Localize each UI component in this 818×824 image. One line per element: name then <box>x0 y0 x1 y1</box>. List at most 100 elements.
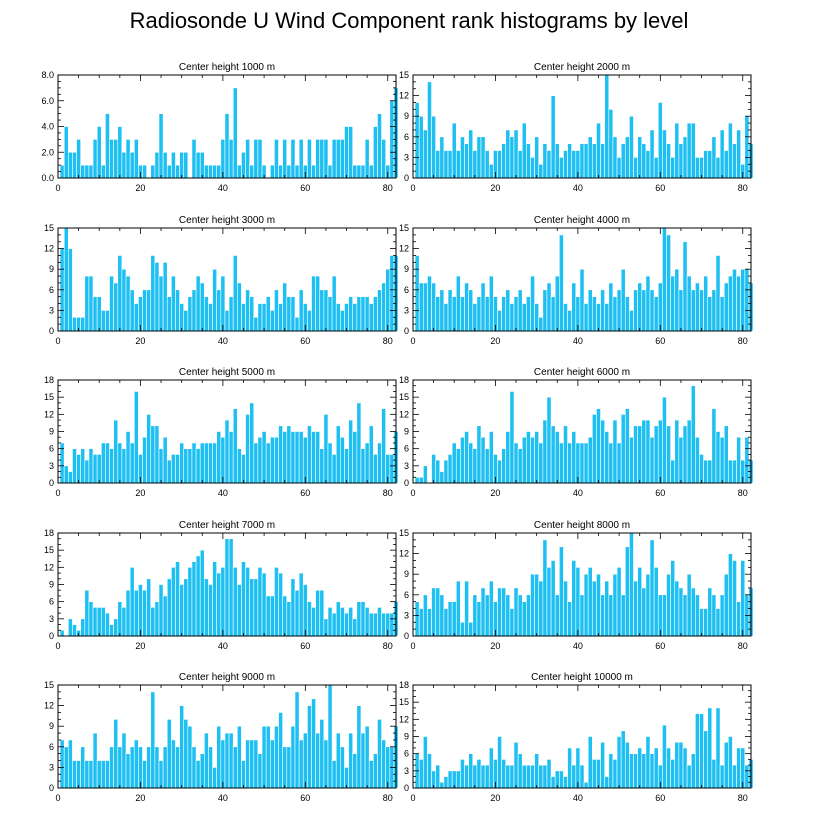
histogram-bar <box>237 725 242 789</box>
x-tick-label: 0 <box>410 488 415 498</box>
y-tick-label: 3 <box>404 152 409 162</box>
y-tick-label: 9 <box>404 427 409 437</box>
histogram-bar <box>340 746 345 789</box>
histogram-bar <box>269 739 275 789</box>
histogram-bar <box>282 282 288 332</box>
histogram-bar <box>278 712 283 789</box>
histogram-bar <box>257 139 263 179</box>
histogram-bar <box>476 136 482 179</box>
histogram-bar <box>245 567 250 637</box>
histogram-bar <box>335 425 341 484</box>
x-tick-label: 60 <box>300 488 310 498</box>
histogram-panel: Center height 9000 m 0 20 40 60 80 0 3 6 9 12 15 <box>44 672 399 803</box>
histogram-bar <box>298 572 304 637</box>
histogram-bar <box>447 289 453 332</box>
histogram-panel: Center height 7000 m 0 20 40 60 80 0 3 6 9 12 15 18 <box>44 520 399 651</box>
histogram-bar <box>315 431 321 484</box>
x-tick-label: 0 <box>55 641 60 651</box>
histogram-bar <box>736 747 741 789</box>
histogram-bar <box>596 122 601 179</box>
histogram-bar <box>575 442 581 484</box>
histogram-bar <box>624 296 630 332</box>
histogram-bar <box>670 759 676 789</box>
histogram-bar <box>232 255 238 332</box>
histogram-bar <box>662 227 667 332</box>
histogram-bar <box>728 553 733 637</box>
histogram-bar <box>604 580 610 637</box>
histogram-bar <box>232 746 238 789</box>
histogram-bar <box>736 275 741 332</box>
histogram-bar <box>620 414 626 484</box>
histogram-bar <box>715 707 721 789</box>
histogram-bar <box>505 129 511 179</box>
histogram-bar <box>80 618 86 637</box>
histogram-bar <box>204 578 209 637</box>
histogram-bar <box>620 594 626 637</box>
histogram-bar <box>538 316 544 332</box>
histogram-bar <box>468 621 474 637</box>
histogram-bar <box>381 612 386 637</box>
histogram-bar <box>554 275 560 332</box>
y-tick-label: 0 <box>49 326 54 336</box>
histogram-bar <box>517 753 523 789</box>
histogram-bar <box>171 454 176 484</box>
histogram-bar <box>100 164 106 179</box>
y-tick-label: 18 <box>44 375 54 385</box>
histogram-bar <box>530 157 535 179</box>
histogram-bar <box>237 282 242 332</box>
histogram-bar <box>690 122 696 179</box>
histogram-bar <box>460 436 465 484</box>
x-tick-label: 40 <box>573 793 583 803</box>
histogram-bar <box>307 310 312 332</box>
histogram-bar <box>600 741 605 789</box>
histogram-bar <box>546 396 552 484</box>
histogram-bar <box>290 431 296 484</box>
histogram-bar <box>175 164 180 179</box>
histogram-bar <box>109 624 114 637</box>
histogram-bar <box>298 431 304 484</box>
histogram-bar <box>497 736 502 789</box>
y-tick-label: 6.0 <box>41 96 54 106</box>
histogram-bar <box>596 303 601 332</box>
y-tick-label: 6 <box>404 590 409 600</box>
histogram-bar <box>629 436 634 484</box>
histogram-bar <box>381 739 386 789</box>
y-tick-label: 9 <box>404 111 409 121</box>
histogram-bar <box>88 760 94 789</box>
x-tick-label: 40 <box>218 183 228 193</box>
histogram-bar <box>649 753 655 789</box>
histogram-bar <box>624 741 630 789</box>
histogram-bar <box>195 555 201 637</box>
histogram-bar <box>728 275 733 332</box>
histogram-bar <box>682 136 688 179</box>
histogram-bar <box>435 587 441 637</box>
histogram-bar <box>199 282 205 332</box>
histogram-bar <box>653 296 659 332</box>
histogram-bar <box>497 310 502 332</box>
histogram-bar <box>732 268 737 332</box>
histogram-bar <box>278 164 283 179</box>
panel-title: Center height 3000 m <box>179 215 275 226</box>
histogram-bar <box>117 126 123 179</box>
histogram-bar <box>476 759 482 789</box>
histogram-bar <box>360 448 366 484</box>
histogram-bar <box>468 442 474 484</box>
histogram-bar <box>294 691 300 789</box>
histogram-bar <box>678 289 684 332</box>
histogram-bar <box>653 425 659 484</box>
x-tick-label: 80 <box>738 183 748 193</box>
histogram-bar <box>616 736 622 789</box>
histogram-bar <box>228 139 234 179</box>
histogram-bar <box>237 448 242 484</box>
histogram-bar <box>166 296 172 332</box>
histogram-bar <box>344 448 349 484</box>
histogram-bar <box>703 150 709 179</box>
histogram-bar <box>513 442 519 484</box>
histogram-bar <box>686 122 692 179</box>
histogram-bar <box>117 442 123 484</box>
histogram-bar <box>199 549 205 637</box>
histogram-bar <box>690 587 696 637</box>
histogram-bar <box>344 767 349 789</box>
histogram-bar <box>315 139 321 179</box>
y-tick-label: 15 <box>44 392 54 402</box>
